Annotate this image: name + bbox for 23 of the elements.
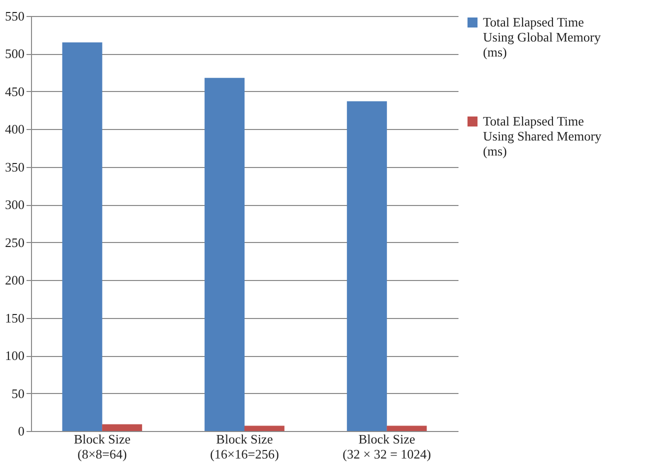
- x-tick-label: Block Size (8×8=64): [74, 432, 131, 462]
- y-tick-label: 450: [5, 84, 24, 99]
- bar: [204, 78, 245, 431]
- y-tick-label: 150: [5, 310, 24, 326]
- y-tick-label: 0: [18, 424, 24, 438]
- y-tick-label: 300: [5, 197, 24, 212]
- bar: [386, 426, 427, 431]
- bar: [346, 101, 387, 431]
- y-tick-label: 200: [5, 272, 24, 288]
- bar: [102, 424, 142, 431]
- y-tick-label: 400: [5, 122, 24, 137]
- x-tick-label: Block Size (16×16=256): [210, 432, 279, 462]
- bar: [62, 42, 102, 431]
- legend-label: Total Elapsed Time Using Shared Memory (ms): [483, 114, 602, 158]
- y-tick-label: 550: [5, 8, 24, 24]
- y-tick-label: 100: [5, 348, 24, 364]
- y-tick-label: 50: [12, 386, 24, 401]
- bar: [244, 426, 284, 431]
- x-tick-label: Block Size (32 × 32 = 1024): [342, 432, 431, 462]
- y-tick-label: 500: [5, 46, 24, 62]
- y-tick-label: 350: [5, 159, 24, 174]
- y-tick-label: 250: [5, 234, 24, 250]
- legend-label: Total Elapsed Time Using Global Memory (ms): [483, 14, 602, 60]
